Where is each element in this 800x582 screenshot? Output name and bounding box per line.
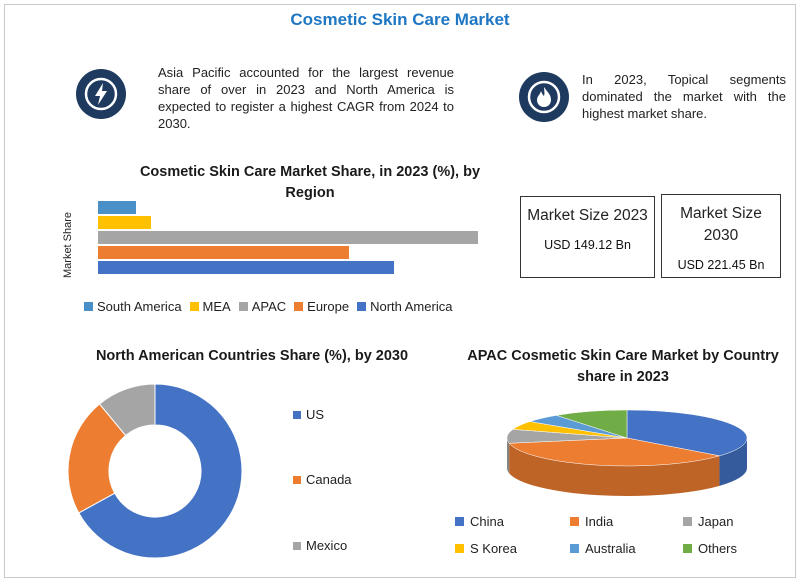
legend-label: India bbox=[585, 514, 614, 529]
pie-chart-title: APAC Cosmetic Skin Care Market by Countr… bbox=[467, 348, 779, 385]
legend-swatch bbox=[238, 302, 248, 311]
legend-swatch bbox=[683, 517, 692, 526]
legend-swatch bbox=[570, 544, 579, 553]
legend-item: Australia bbox=[570, 541, 636, 556]
legend-swatch bbox=[293, 541, 301, 550]
info-text-left: Asia Pacific accounted for the largest r… bbox=[158, 65, 454, 131]
legend-swatch bbox=[357, 302, 367, 311]
legend-swatch bbox=[455, 544, 464, 553]
legend-swatch bbox=[294, 302, 304, 311]
legend-item: China bbox=[455, 514, 504, 529]
legend-swatch bbox=[570, 517, 579, 526]
legend-label: APAC bbox=[251, 299, 287, 314]
legend-item: MEA bbox=[189, 299, 231, 314]
legend-item: South America bbox=[84, 299, 182, 314]
market-size-label: Market Size 2023 bbox=[527, 207, 648, 224]
legend-item: Japan bbox=[683, 514, 733, 529]
bar-europe bbox=[98, 246, 349, 259]
legend-item: Canada bbox=[293, 472, 352, 487]
market-size-box-2030: Market Size 2030 USD 221.45 Bn bbox=[661, 194, 781, 278]
market-size-box-2023: Market Size 2023 USD 149.12 Bn bbox=[520, 196, 655, 278]
flame-icon bbox=[519, 72, 569, 122]
legend-swatch bbox=[455, 517, 464, 526]
legend-label: US bbox=[306, 407, 325, 422]
legend-label: MEA bbox=[202, 299, 231, 314]
legend-item: US bbox=[293, 407, 324, 422]
legend-swatch bbox=[293, 475, 301, 484]
legend-swatch bbox=[84, 302, 93, 311]
legend-item: Europe bbox=[294, 299, 349, 314]
infographic-frame bbox=[4, 4, 796, 578]
info-text-right: In 2023, Topical segments dominated the … bbox=[582, 72, 786, 121]
market-size-label: Market Size 2030 bbox=[680, 205, 762, 244]
legend-swatch bbox=[293, 410, 301, 419]
bar-mea bbox=[98, 216, 152, 229]
legend-label: North America bbox=[370, 299, 453, 314]
legend-item: North America bbox=[357, 299, 452, 314]
legend-swatch bbox=[683, 544, 692, 553]
legend-label: China bbox=[470, 514, 504, 529]
market-size-value: USD 149.12 Bn bbox=[544, 238, 631, 252]
legend-item: India bbox=[570, 514, 613, 529]
donut-chart-title: North American Countries Share (%), by 2… bbox=[95, 348, 409, 364]
bar-chart-ylabel: Market Share bbox=[62, 211, 74, 278]
legend-label: Europe bbox=[307, 299, 350, 314]
legend-label: Others bbox=[698, 541, 738, 556]
legend-item: Mexico bbox=[293, 538, 347, 553]
legend-item: Others bbox=[683, 541, 737, 556]
bar-chart-legend: South America MEA APAC Europe North America bbox=[84, 299, 460, 314]
bar-south-america bbox=[98, 201, 136, 214]
bar-north-america bbox=[98, 261, 395, 274]
page-title: Cosmetic Skin Care Market bbox=[290, 10, 510, 29]
legend-label: Japan bbox=[698, 514, 734, 529]
legend-label: South America bbox=[97, 299, 182, 314]
legend-swatch bbox=[189, 302, 199, 311]
legend-label: S Korea bbox=[470, 541, 517, 556]
legend-label: Australia bbox=[585, 541, 636, 556]
market-size-value: USD 221.45 Bn bbox=[677, 258, 765, 272]
bar-apac bbox=[98, 231, 478, 244]
legend-item: S Korea bbox=[455, 541, 517, 556]
legend-label: Canada bbox=[306, 472, 352, 487]
lightning-bolt-icon bbox=[76, 69, 126, 119]
legend-item: APAC bbox=[238, 299, 287, 314]
legend-label: Mexico bbox=[306, 538, 348, 553]
bar-chart-title: Cosmetic Skin Care Market Share, in 2023… bbox=[139, 164, 481, 201]
